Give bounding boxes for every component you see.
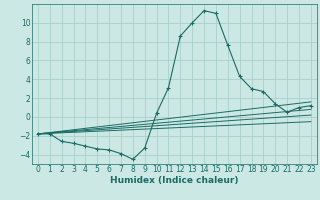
X-axis label: Humidex (Indice chaleur): Humidex (Indice chaleur) <box>110 176 239 185</box>
